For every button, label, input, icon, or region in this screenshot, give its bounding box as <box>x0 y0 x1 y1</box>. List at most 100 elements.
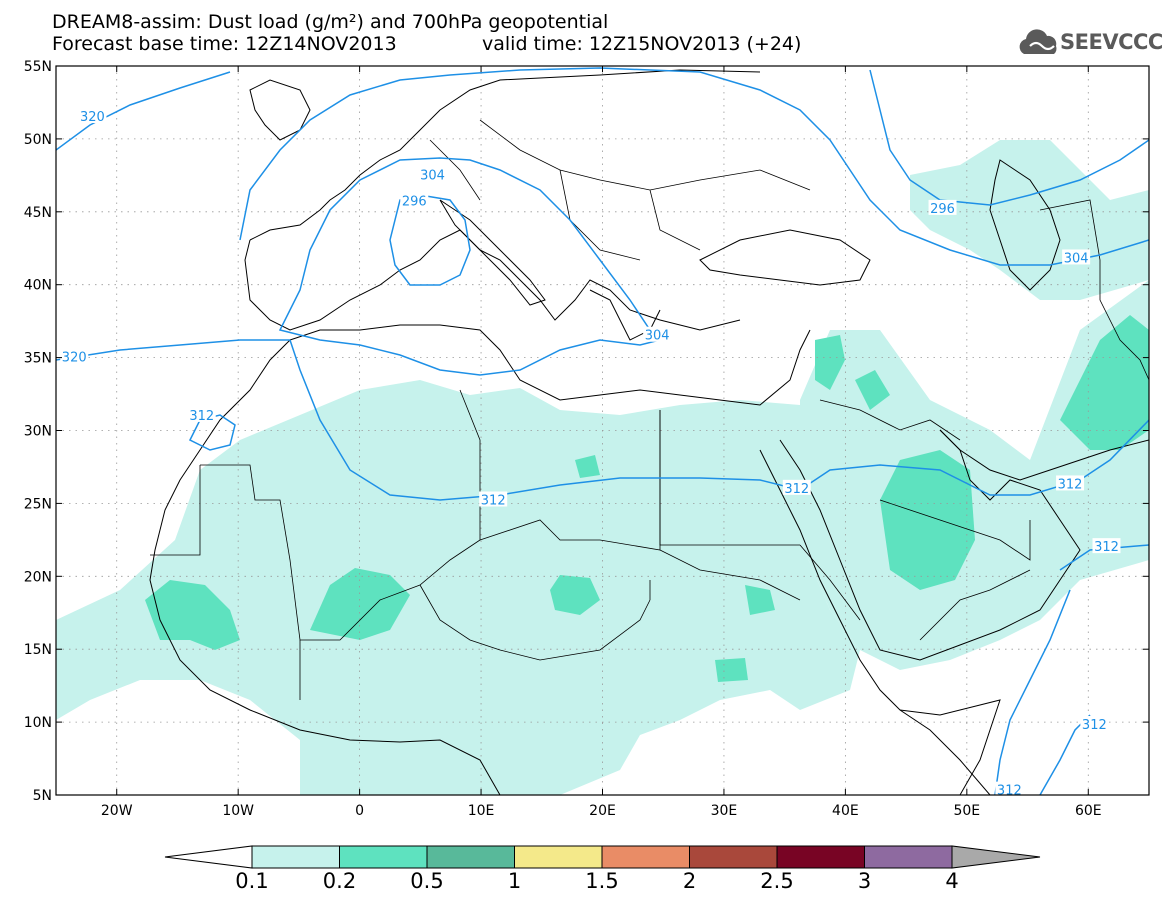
contour-296-west-med <box>389 194 471 286</box>
lon-label: 40E <box>832 803 859 819</box>
border-mali <box>150 465 201 556</box>
contour-label: 312 <box>997 784 1022 799</box>
axis-ticks <box>56 65 1149 796</box>
contour-label: 312 <box>1058 477 1083 492</box>
contour-label: 312 <box>481 493 506 508</box>
legend-label: 2.5 <box>760 869 793 893</box>
contour-label: 312 <box>1094 540 1119 555</box>
lat-label: 15N <box>24 642 52 658</box>
coast-west-africa <box>149 339 501 795</box>
contour-label: 304 <box>1064 251 1089 266</box>
dust-area-mauritania <box>145 580 240 650</box>
contour-label: 312 <box>1082 718 1107 733</box>
legend-swatch <box>689 845 778 869</box>
contour-label: 320 <box>80 110 105 125</box>
dust-area-sahara <box>56 380 860 795</box>
forecast-base-time: Forecast base time: 12Z14NOV2013 <box>52 33 397 55</box>
border-yemen <box>919 569 1031 641</box>
contour-label-bg <box>1080 716 1109 732</box>
legend-arrow-low <box>164 845 253 869</box>
lat-label: 55N <box>24 59 52 75</box>
lon-label: 60E <box>1075 803 1102 819</box>
legend-swatch <box>776 845 865 869</box>
longitude-labels: 20W 10W 0 10E 20E 30E 40E 50E 60E <box>101 803 1102 819</box>
contour-label-bg <box>78 108 107 124</box>
coast-horn <box>899 699 1001 795</box>
legend-label: 4 <box>945 869 958 893</box>
legend-label: 3 <box>858 869 871 893</box>
legend-swatch <box>601 845 690 869</box>
cloud-icon <box>1019 29 1057 54</box>
lon-label: 30E <box>711 803 738 819</box>
border-sahel <box>299 580 651 700</box>
contour-320-north <box>56 71 231 151</box>
legend-label: 2 <box>683 869 696 893</box>
coast-red-sea-west <box>759 449 991 795</box>
contour-label-bg <box>1062 249 1091 265</box>
dust-area-mali <box>310 568 410 640</box>
contour-label: 320 <box>62 351 87 366</box>
lat-label: 50N <box>24 132 52 148</box>
legend-swatch <box>426 845 515 869</box>
lat-label: 30N <box>24 424 52 440</box>
contour-label: 312 <box>189 409 214 424</box>
dust-area-iraq <box>855 370 890 410</box>
lat-label: 10N <box>24 715 52 731</box>
legend-label: 1.5 <box>585 869 618 893</box>
coast-caspian <box>989 159 1061 291</box>
lon-label: 50E <box>953 803 980 819</box>
legend-arrow-high <box>951 845 1041 869</box>
contour-label-bg <box>187 406 216 422</box>
contour-304-europe <box>278 157 662 376</box>
legend-label: 0.1 <box>235 869 268 893</box>
dust-area-niger <box>575 455 600 478</box>
dust-area-saudi <box>880 450 975 590</box>
lat-label: 35N <box>24 351 52 367</box>
lat-label: 40N <box>24 278 52 294</box>
contour-312-europe <box>239 67 1149 266</box>
coast-gulf <box>939 429 1149 481</box>
geopotential-contours <box>56 67 1149 795</box>
lat-label: 20N <box>24 569 52 585</box>
legend-swatch <box>251 845 340 869</box>
coast-black-sea <box>699 229 871 286</box>
lat-label: 5N <box>33 788 52 804</box>
legend-swatch <box>514 845 603 869</box>
dust-shading <box>56 140 1149 795</box>
dust-area-sudan2 <box>715 658 748 682</box>
contour-label-bg <box>995 781 1024 797</box>
contour-label-bg <box>479 491 508 507</box>
contour-labels: 320 320 312 304 296 304 312 312 296 304 312 312 312 3… <box>60 108 1121 799</box>
lon-label: 20E <box>589 803 616 819</box>
legend-swatch <box>339 845 428 869</box>
border-libya-egypt <box>659 410 800 546</box>
coast-north-africa <box>289 324 811 406</box>
contour-312-arabian-sea <box>1059 544 1149 571</box>
border-europe <box>429 119 811 261</box>
lat-label: 25N <box>24 496 52 512</box>
contour-label-bg <box>1056 475 1085 491</box>
contour-label-bg <box>928 199 957 215</box>
legend-label: 0.5 <box>410 869 443 893</box>
valid-time: valid time: 12Z15NOV2013 (+24) <box>482 33 802 55</box>
border-arabia-1 <box>819 399 961 441</box>
dust-area-sudan <box>745 585 775 615</box>
contour-label: 296 <box>930 202 955 217</box>
legend-label: 0.2 <box>323 869 356 893</box>
coast-britain <box>249 79 311 141</box>
coastlines <box>149 69 1149 795</box>
coast-greece <box>589 289 661 341</box>
coast-europe <box>244 69 761 331</box>
political-borders <box>150 119 1149 700</box>
contour-320-west <box>56 339 290 361</box>
contour-label: 304 <box>645 329 670 344</box>
dust-area-chad <box>550 575 600 615</box>
contour-label-bg <box>1092 538 1121 554</box>
dust-area-arabia <box>800 280 1149 670</box>
contour-label: 312 <box>784 482 809 497</box>
contour-label: 304 <box>420 168 445 183</box>
contour-312-sahara <box>289 339 1149 501</box>
coast-arabia <box>779 429 1081 661</box>
lon-label: 20W <box>101 803 133 819</box>
